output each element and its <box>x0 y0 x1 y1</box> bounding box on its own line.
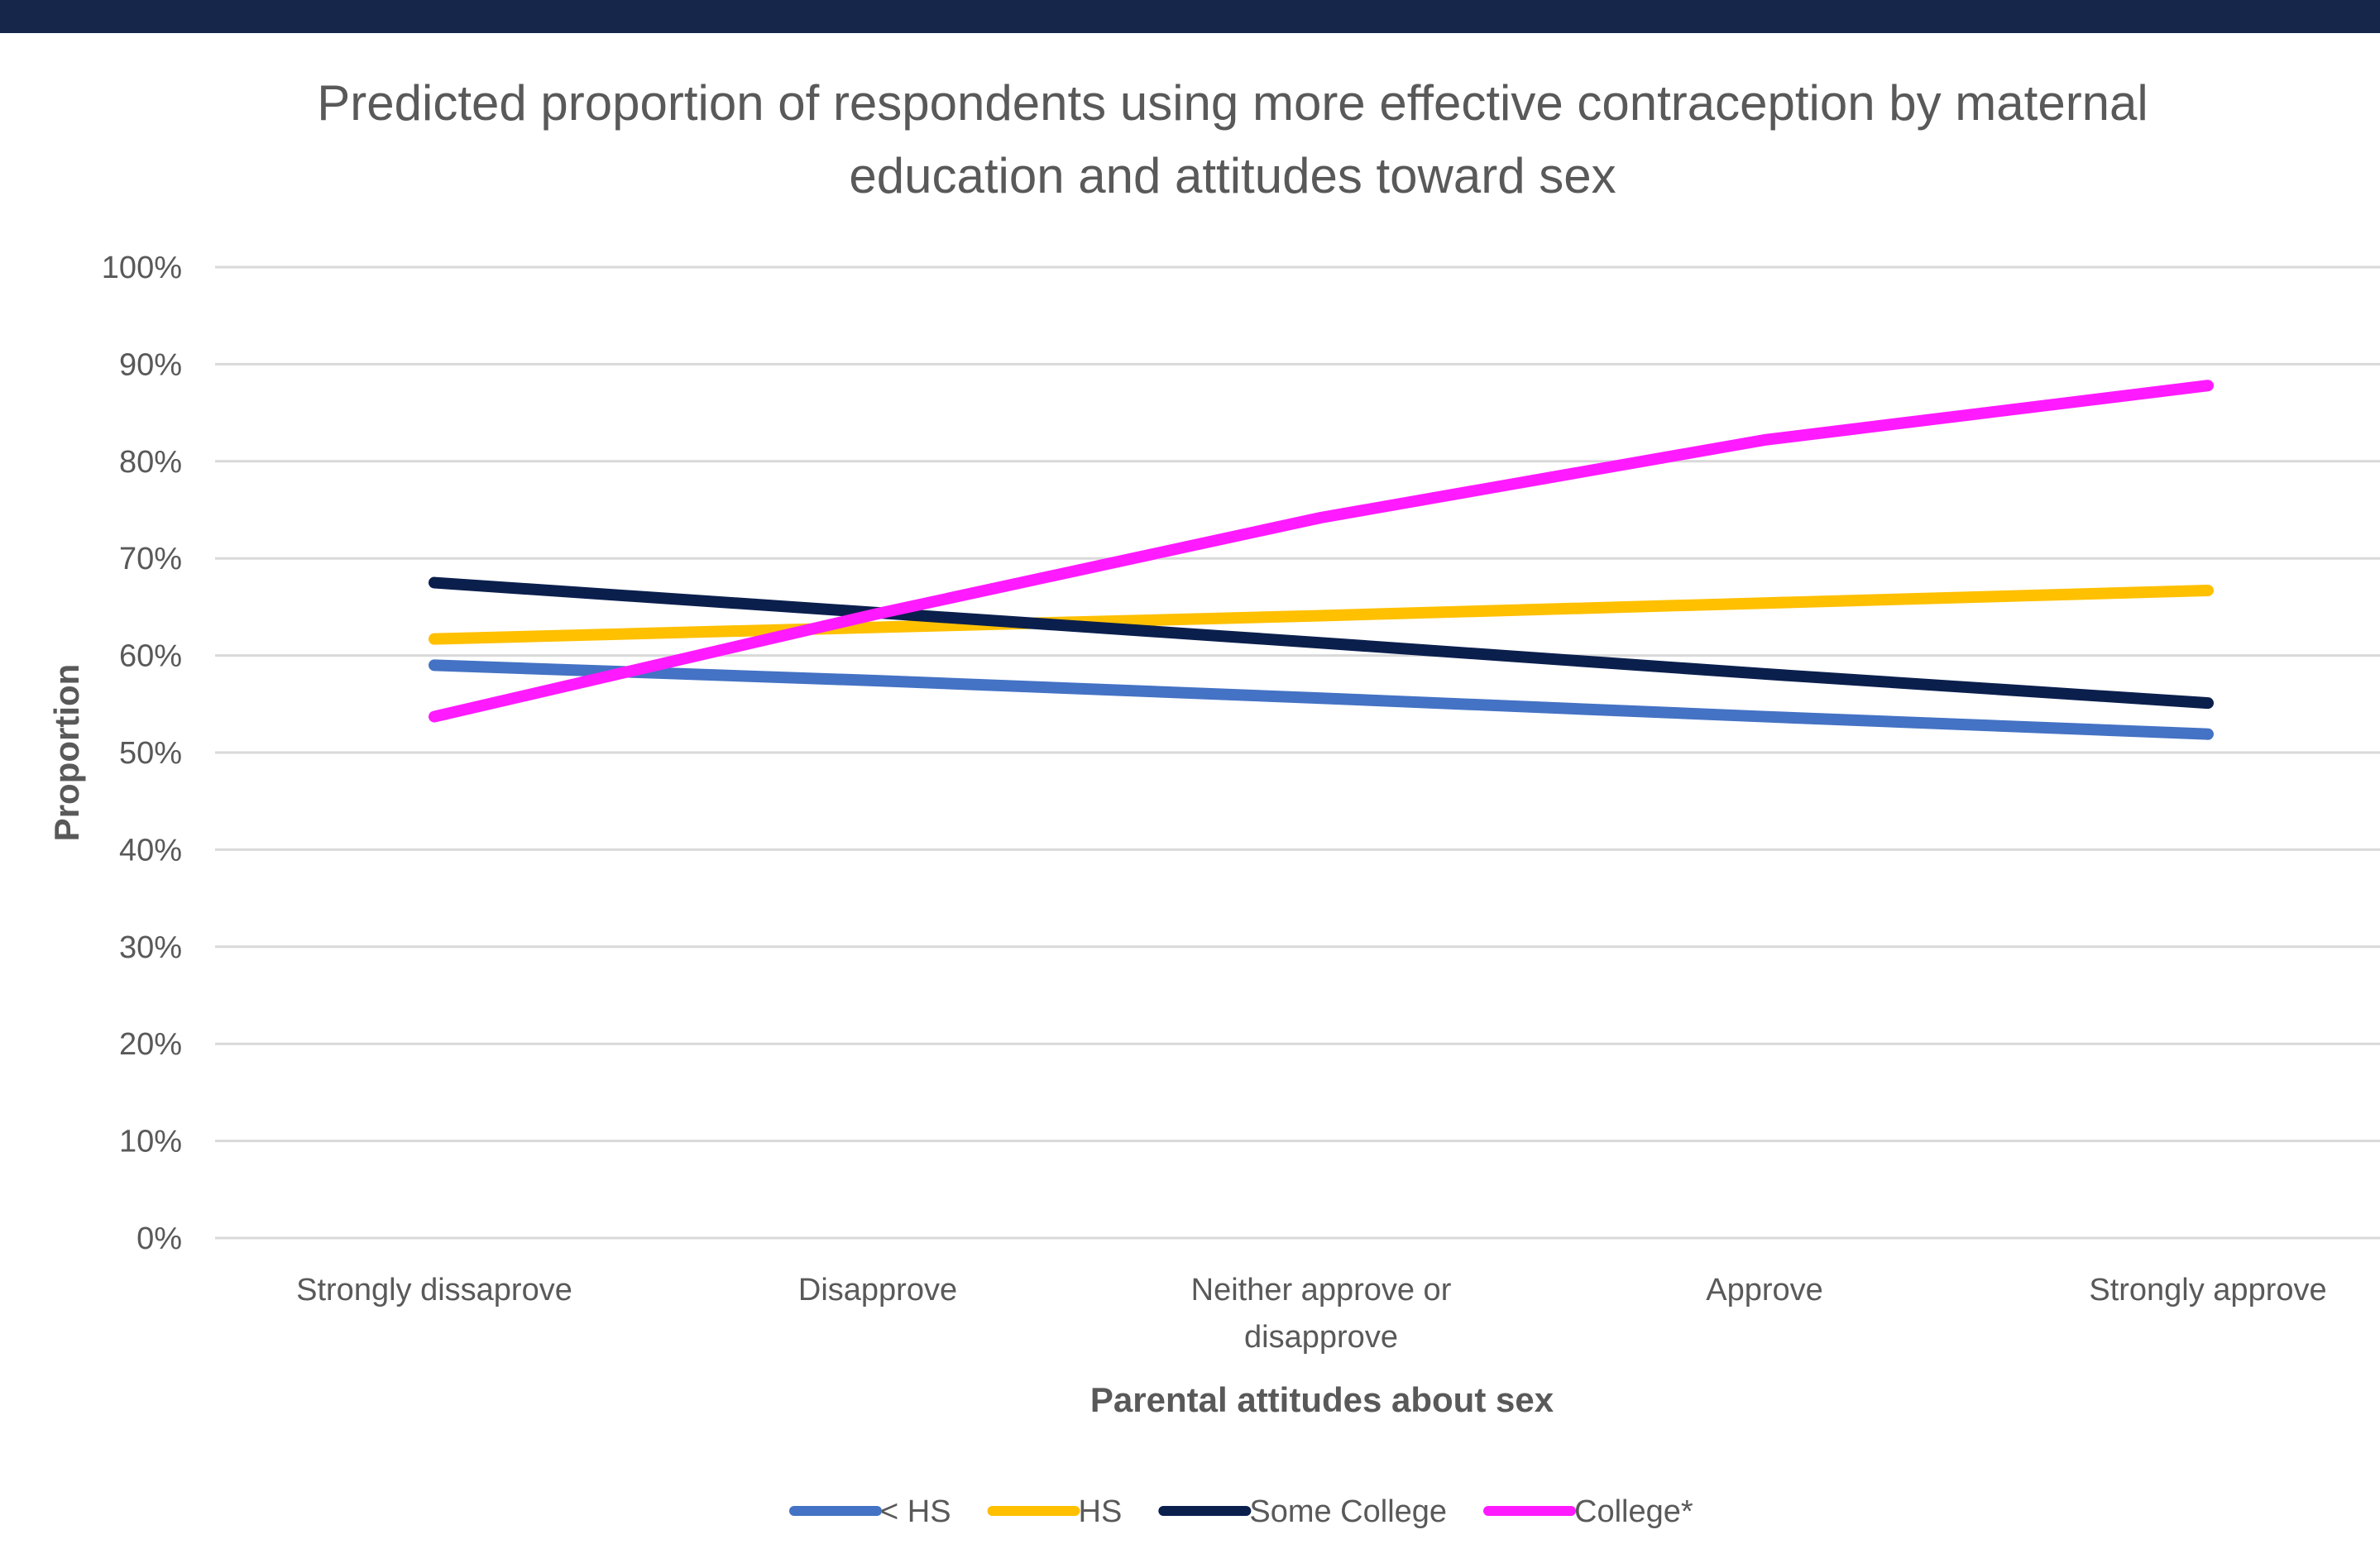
y-axis-ticks: 0% 10% 20% 30% 40% 50% 60% 70% 80% 90% 100% <box>102 251 182 1256</box>
legend-label: Some College <box>1249 1494 1447 1529</box>
y-tick-label: 70% <box>119 542 182 576</box>
legend-label: HS <box>1079 1494 1123 1529</box>
series-line-0 <box>429 659 2214 740</box>
x-tick-label-line: Approve <box>1706 1273 1823 1307</box>
x-tick-label: Approve <box>1706 1273 1823 1307</box>
x-tick-label-line: Disapprove <box>798 1273 957 1307</box>
y-tick-label: 80% <box>119 445 182 480</box>
series-line-2 <box>429 576 2214 710</box>
chart-title: Predicted proportion of respondents usin… <box>317 75 2148 203</box>
x-tick-label-line: disapprove <box>1244 1320 1398 1355</box>
x-axis-ticks: Strongly dissaprove Disapprove Neither app… <box>296 1273 2327 1355</box>
x-tick-label: Strongly approve <box>2089 1273 2326 1307</box>
legend-label: College* <box>1574 1494 1693 1529</box>
legend-label: < HS <box>880 1494 951 1529</box>
y-tick-label: 0% <box>136 1221 182 1256</box>
legend-item: College* <box>1483 1494 1693 1529</box>
legend: < HS HS Some College College* <box>789 1494 1693 1529</box>
y-tick-label: 100% <box>102 251 182 285</box>
y-tick-label: 60% <box>119 639 182 674</box>
header-bar <box>0 0 2380 33</box>
y-tick-label: 30% <box>119 930 182 965</box>
y-tick-label: 40% <box>119 833 182 868</box>
x-tick-label: Disapprove <box>798 1273 957 1307</box>
x-axis-title: Parental attitudes about sex <box>1090 1380 1554 1419</box>
series-line-3 <box>429 380 2214 723</box>
legend-item: Some College <box>1158 1494 1447 1529</box>
gridlines <box>215 265 2380 1240</box>
y-tick-label: 20% <box>119 1027 182 1062</box>
x-tick-label: Strongly dissaprove <box>296 1273 572 1307</box>
series-line-1 <box>429 584 2214 645</box>
legend-item: HS <box>987 1494 1123 1529</box>
x-tick-label-line: Strongly dissaprove <box>296 1273 572 1307</box>
y-axis-title: Proportion <box>47 664 86 842</box>
chart-title-line: Predicted proportion of respondents usin… <box>317 75 2148 131</box>
y-tick-label: 10% <box>119 1125 182 1159</box>
x-tick-label-line: Neither approve or <box>1191 1273 1452 1307</box>
series-lines <box>429 380 2214 740</box>
x-tick-label: Neither approve or disapprove <box>1191 1273 1452 1355</box>
chart-title-line: education and attitudes toward sex <box>849 148 1616 203</box>
x-tick-label-line: Strongly approve <box>2089 1273 2326 1307</box>
y-tick-label: 50% <box>119 736 182 771</box>
y-tick-label: 90% <box>119 347 182 382</box>
legend-item: < HS <box>789 1494 951 1529</box>
